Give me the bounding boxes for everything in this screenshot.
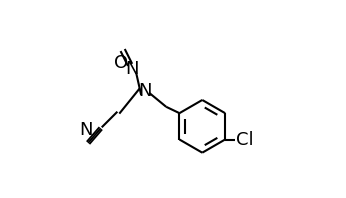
Text: O: O — [114, 54, 128, 72]
Text: N: N — [138, 82, 152, 100]
Text: Cl: Cl — [236, 130, 254, 148]
Text: N: N — [125, 60, 139, 78]
Text: N: N — [79, 121, 92, 139]
